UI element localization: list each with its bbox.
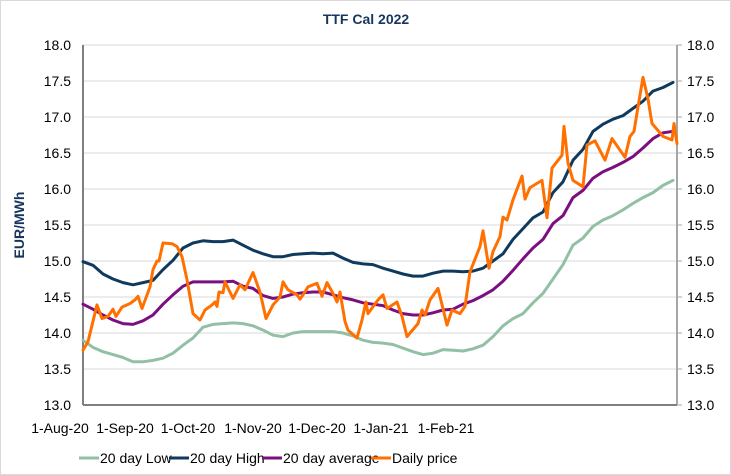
chart-title: TTF Cal 2022 <box>323 11 410 27</box>
y-tick-label-left: 15.5 <box>44 217 71 233</box>
y-tick-label-left: 16.0 <box>44 181 71 197</box>
axes <box>82 44 682 406</box>
y-tick-label-right: 16.0 <box>687 181 714 197</box>
y-tick-label-left: 17.5 <box>44 73 71 89</box>
y-tick-label-left: 15.0 <box>44 253 71 269</box>
x-tick-label: 1-Oct-20 <box>161 420 216 436</box>
y-tick-label-right: 15.0 <box>687 253 714 269</box>
legend-label: 20 day average <box>283 450 380 466</box>
y-tick-label-right: 17.5 <box>687 73 714 89</box>
y-tick-label-right: 15.5 <box>687 217 714 233</box>
y-tick-label-left: 13.5 <box>44 361 71 377</box>
series-line-daily-price <box>81 75 679 352</box>
y-tick-label-right: 13.0 <box>687 397 714 413</box>
y-tick-label-left: 18.0 <box>44 37 71 53</box>
series-lines <box>81 75 679 364</box>
legend-item-daily-price: Daily price <box>371 450 458 466</box>
legend-label: 20 day High <box>190 450 265 466</box>
y-tick-label-left: 14.0 <box>44 325 71 341</box>
y-tick-label-left: 16.5 <box>44 145 71 161</box>
legend-item-20-day-high: 20 day High <box>169 450 265 466</box>
y-tick-label-right: 13.5 <box>687 361 714 377</box>
x-tick-label: 1-Dec-20 <box>288 420 346 436</box>
y-tick-label-right: 14.5 <box>687 289 714 305</box>
x-tick-label: 1-Aug-20 <box>31 420 89 436</box>
legend-item-20-day-low: 20 day Low <box>79 450 172 466</box>
x-tick-label: 1-Nov-20 <box>224 420 282 436</box>
y-axis-label: EUR/MWh <box>11 192 27 259</box>
x-tick-label: 1-Jan-21 <box>353 420 408 436</box>
legend: 20 day Low 20 day High 20 day average Daily… <box>79 450 458 466</box>
series-line-20-day-low <box>81 178 675 364</box>
series-line-20-day-high <box>81 80 675 287</box>
y-tick-label-right: 17.0 <box>687 109 714 125</box>
tick-labels: 13.0 13.0 13.5 13.5 14.0 14.0 14.5 14.5 15.0 15.0… <box>31 37 714 436</box>
x-tick-label: 1-Feb-21 <box>418 420 475 436</box>
legend-label: Daily price <box>392 450 458 466</box>
x-tick-label: 1-Sep-20 <box>96 420 154 436</box>
legend-item-20-day-average: 20 day average <box>262 450 380 466</box>
y-tick-label-left: 14.5 <box>44 289 71 305</box>
y-tick-label-right: 16.5 <box>687 145 714 161</box>
y-tick-label-left: 17.0 <box>44 109 71 125</box>
y-tick-label-left: 13.0 <box>44 397 71 413</box>
series-line-20-day-average <box>81 129 675 326</box>
y-tick-label-right: 14.0 <box>687 325 714 341</box>
legend-label: 20 day Low <box>100 450 172 466</box>
y-tick-label-right: 18.0 <box>687 37 714 53</box>
